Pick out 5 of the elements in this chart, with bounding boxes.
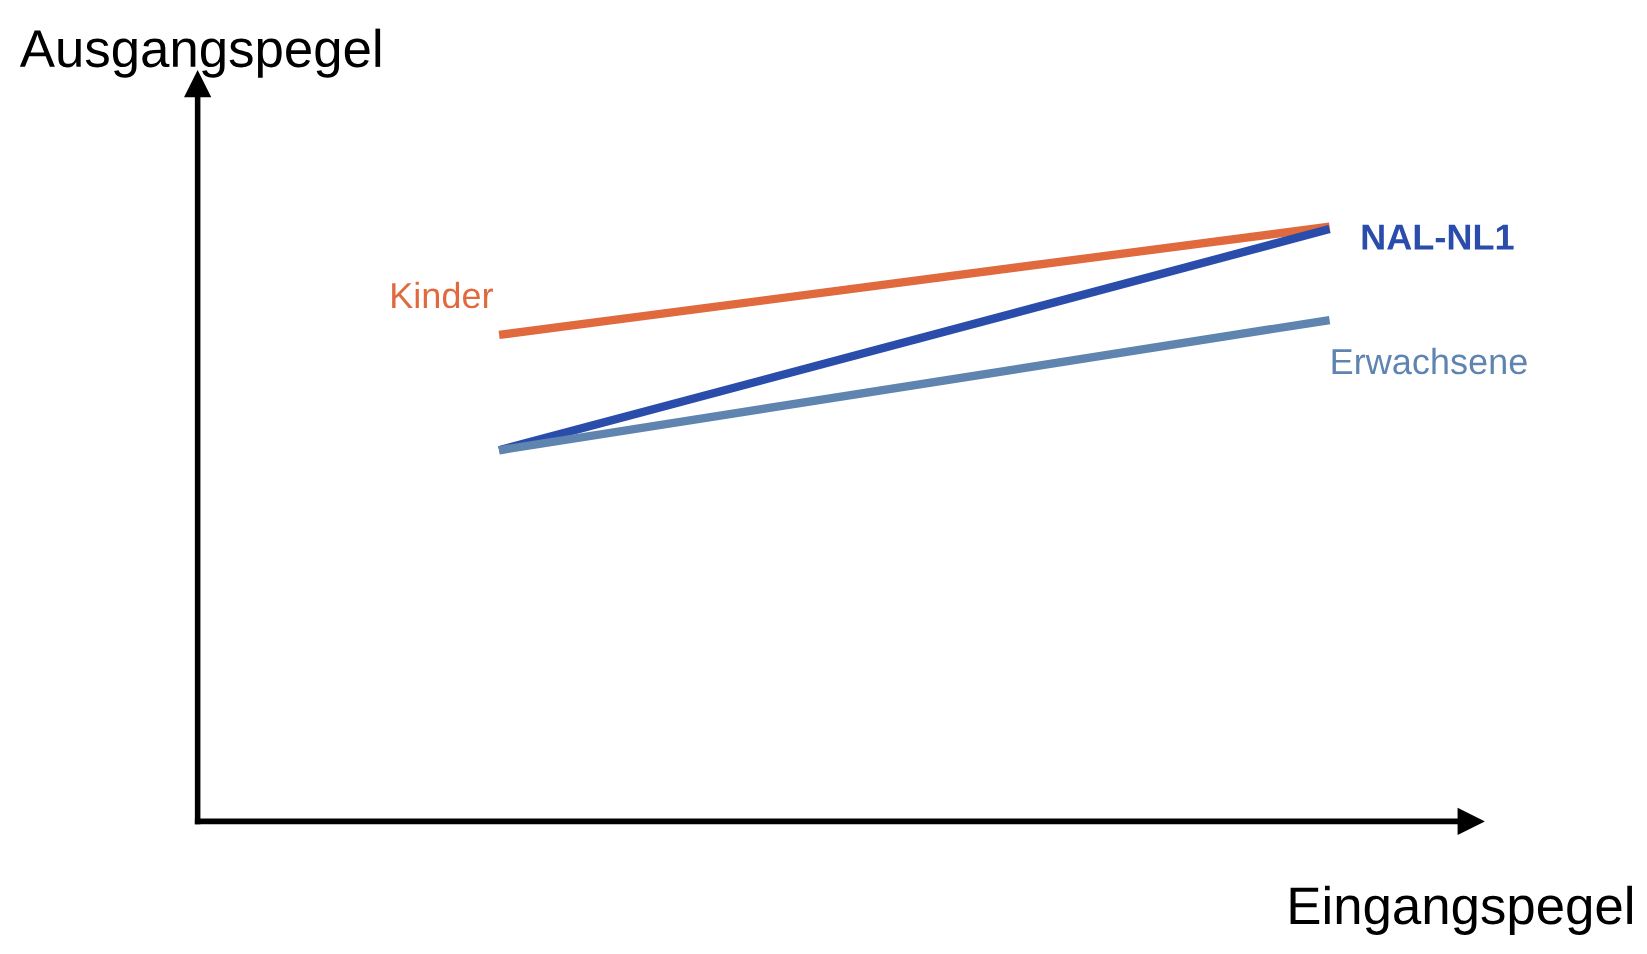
series-label: Erwachsene bbox=[1332, 347, 1527, 375]
y-axis-title: Ausgangspegel bbox=[19, 28, 381, 78]
series-label: Kinder bbox=[392, 281, 493, 309]
series-label: NAL-NL1 bbox=[1362, 224, 1514, 250]
x-axis-title: Eingangspegel bbox=[1290, 885, 1632, 935]
